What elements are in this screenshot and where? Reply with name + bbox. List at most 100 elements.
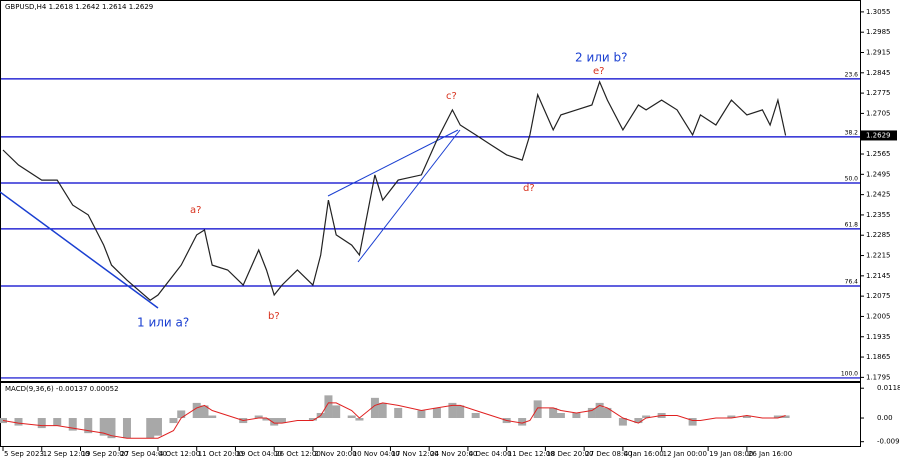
x-tick-label: 11 Dec 12:00 bbox=[508, 450, 555, 458]
macd-bar bbox=[642, 415, 651, 419]
wave-label: c? bbox=[446, 91, 457, 102]
macd-bar bbox=[456, 405, 465, 419]
macd-bar bbox=[688, 418, 697, 426]
fib-label: 38.2 bbox=[845, 129, 859, 136]
macd-bar bbox=[471, 412, 480, 419]
trend-line bbox=[357, 129, 461, 263]
macd-bar bbox=[270, 418, 279, 426]
macd-bar bbox=[84, 418, 93, 434]
macd-y-tick-label: 0.00 bbox=[877, 414, 893, 422]
x-tick-label: 4 Dec 04:00 bbox=[469, 450, 512, 458]
macd-bar bbox=[417, 410, 426, 419]
y-tick-label: 1.2075 bbox=[866, 292, 891, 300]
macd-bar bbox=[277, 418, 286, 424]
x-tick-label: 4 Jan 16:00 bbox=[624, 450, 664, 458]
macd-bar bbox=[781, 415, 790, 419]
macd-bar bbox=[572, 412, 581, 419]
x-tick-label: 10 Nov 04:00 bbox=[353, 450, 400, 458]
x-tick-label: 11 Oct 20:00 bbox=[198, 450, 244, 458]
macd-bar bbox=[378, 402, 387, 419]
macd-bar bbox=[53, 418, 62, 426]
wave-label: b? bbox=[268, 311, 280, 322]
y-tick-label: 1.2565 bbox=[866, 150, 891, 158]
y-tick-label: 1.2915 bbox=[866, 48, 891, 56]
x-tick-label: 5 Sep 2023 bbox=[4, 450, 44, 458]
wave-label: d? bbox=[523, 183, 535, 194]
x-tick-label: 12 Jan 00:00 bbox=[663, 450, 707, 458]
macd-signal bbox=[2, 402, 786, 439]
macd-bar bbox=[107, 418, 116, 439]
y-tick-label: 1.2215 bbox=[866, 252, 891, 260]
x-tick-label: 26 Jan 16:00 bbox=[748, 450, 792, 458]
price-line bbox=[2, 80, 787, 301]
y-tick-label: 1.2005 bbox=[866, 312, 891, 320]
macd-panel bbox=[0, 382, 861, 447]
macd-bar bbox=[773, 415, 782, 419]
macd-bar bbox=[618, 418, 627, 426]
y-tick-label: 1.2355 bbox=[866, 211, 891, 219]
x-tick-label: 19 Oct 04:00 bbox=[236, 450, 282, 458]
macd-bar bbox=[122, 418, 131, 439]
macd-bar bbox=[37, 418, 46, 429]
macd-bar bbox=[549, 407, 558, 419]
y-tick-label: 1.2285 bbox=[866, 231, 891, 239]
y-tick-label: 1.1935 bbox=[866, 333, 891, 341]
macd-bar bbox=[192, 402, 201, 419]
x-tick-label: 27 Sep 04:00 bbox=[120, 450, 167, 458]
macd-bar bbox=[727, 415, 736, 419]
x-tick-label: 12 Sep 12:00 bbox=[43, 450, 90, 458]
macd-bar bbox=[355, 418, 364, 421]
macd-bar bbox=[533, 400, 542, 419]
fib-label: 50.0 bbox=[845, 176, 859, 183]
last-price: 1.2629 bbox=[866, 131, 891, 139]
y-tick-label: 1.3055 bbox=[866, 8, 891, 16]
macd-bar bbox=[370, 397, 379, 419]
y-tick-label: 1.2145 bbox=[866, 272, 891, 280]
wave-label: 2 или b? bbox=[575, 51, 628, 65]
macd-bar bbox=[587, 407, 596, 419]
y-tick-label: 1.1865 bbox=[866, 353, 891, 361]
macd-bar bbox=[153, 418, 162, 436]
macd-bar bbox=[208, 415, 217, 419]
macd-bar bbox=[432, 407, 441, 419]
macd-bar bbox=[742, 415, 751, 419]
macd-bar bbox=[324, 395, 333, 419]
macd-bar bbox=[68, 418, 77, 431]
macd-bar bbox=[200, 405, 209, 419]
macd-bar bbox=[603, 407, 612, 419]
macd-bar bbox=[394, 407, 403, 419]
fib-label: 76.4 bbox=[845, 278, 859, 285]
macd-y-tick-label: 0.01183 bbox=[877, 384, 900, 392]
macd-bar bbox=[99, 418, 108, 436]
fib-label: 100.0 bbox=[841, 370, 858, 377]
x-tick-label: 19 Jan 08:00 bbox=[709, 450, 753, 458]
x-tick-label: 24 Nov 20:00 bbox=[430, 450, 477, 458]
trend-line bbox=[0, 191, 159, 309]
x-tick-label: 26 Oct 12:00 bbox=[275, 450, 321, 458]
macd-bar bbox=[448, 402, 457, 419]
macd-bar bbox=[262, 418, 271, 421]
x-tick-label: 4 Oct 12:00 bbox=[159, 450, 200, 458]
wave-label: a? bbox=[190, 205, 201, 216]
x-tick-label: 18 Dec 20:00 bbox=[546, 450, 593, 458]
macd-bar bbox=[146, 418, 155, 439]
y-tick-label: 1.2845 bbox=[866, 69, 891, 77]
macd-bar bbox=[518, 418, 527, 426]
macd-bar bbox=[556, 412, 565, 419]
macd-bar bbox=[254, 415, 263, 419]
chart-header: GBPUSD,H4 1.2618 1.2642 1.2614 1.2629 bbox=[5, 3, 153, 11]
macd-bar bbox=[332, 405, 341, 419]
y-tick-label: 1.2705 bbox=[866, 109, 891, 117]
macd-y-tick-label: -0.00939 bbox=[877, 438, 900, 446]
macd-bar bbox=[308, 418, 317, 421]
y-tick-label: 1.1795 bbox=[866, 373, 891, 381]
x-tick-label: 19 Sep 20:00 bbox=[81, 450, 128, 458]
macd-bar bbox=[595, 402, 604, 419]
macd-title: MACD(9,36,6) -0.00137 0.00052 bbox=[5, 385, 119, 393]
x-tick-label: 17 Nov 12:00 bbox=[391, 450, 438, 458]
y-tick-label: 1.2425 bbox=[866, 191, 891, 199]
macd-bar bbox=[177, 410, 186, 419]
fib-label: 23.6 bbox=[845, 71, 859, 78]
y-tick-label: 1.2985 bbox=[866, 28, 891, 36]
